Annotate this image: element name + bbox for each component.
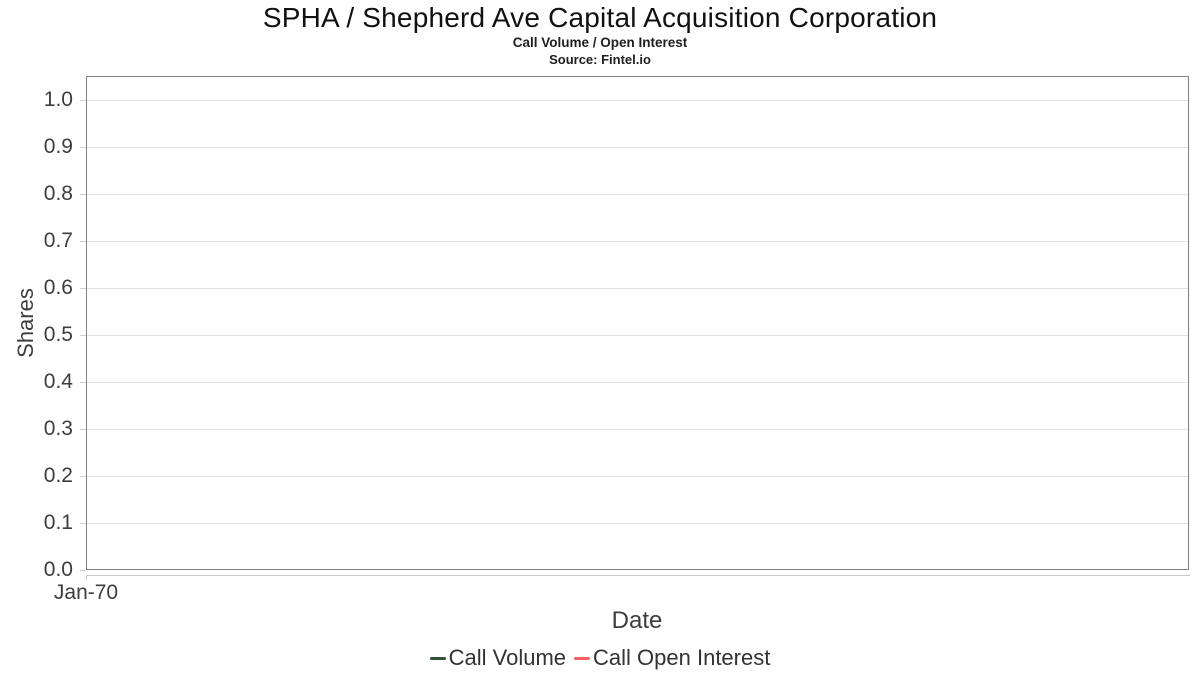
y-tick-mark <box>80 522 86 524</box>
x-axis-line <box>86 575 1190 576</box>
y-gridline <box>87 194 1188 196</box>
legend-item[interactable]: Call Open Interest <box>574 645 770 671</box>
y-tick-mark <box>80 381 86 383</box>
y-gridline <box>87 429 1188 431</box>
y-tick-mark <box>80 570 86 571</box>
y-tick-mark <box>80 99 86 101</box>
y-gridline <box>87 382 1188 384</box>
chart-subtitle: Call Volume / Open Interest <box>512 35 688 50</box>
y-gridline <box>87 335 1188 337</box>
y-tick-label: 0.3 <box>43 416 73 440</box>
legend-item[interactable]: Call Volume <box>429 645 567 671</box>
y-tick-label: 0.8 <box>43 181 73 205</box>
legend: Call Volume Call Open Interest <box>0 645 1200 671</box>
x-tick-label: Jan-70 <box>53 581 119 604</box>
y-tick-mark <box>80 146 86 148</box>
plot-area <box>86 76 1189 570</box>
y-axis-label: Shares <box>13 288 38 358</box>
y-gridline <box>87 147 1188 149</box>
chart-source: Source: Fintel.io <box>549 52 651 67</box>
y-gridline <box>87 288 1188 290</box>
y-tick-mark <box>80 475 86 477</box>
y-gridline <box>87 241 1188 243</box>
y-tick-mark <box>80 428 86 430</box>
y-tick-label: 0.7 <box>43 228 73 252</box>
y-tick-label: 0.0 <box>43 558 73 581</box>
y-tick-mark <box>80 240 86 242</box>
legend-line-marker <box>574 656 591 660</box>
y-tick-label: 0.2 <box>43 463 73 487</box>
y-tick-mark <box>80 334 86 336</box>
legend-label: Call Open Interest <box>593 645 771 670</box>
y-tick-label: 0.9 <box>43 134 73 158</box>
y-tick-label: 0.6 <box>43 275 73 299</box>
legend-line-marker <box>429 656 446 660</box>
x-axis-label: Date <box>611 607 663 634</box>
y-gridline <box>87 476 1188 478</box>
y-axis: 0.0 0.1 0.2 0.3 0.4 0.5 0.6 0.7 0.8 0.9 1.0 <box>0 76 86 581</box>
y-gridline <box>87 523 1188 525</box>
y-gridline <box>87 100 1188 102</box>
y-tick-label: 1.0 <box>43 87 73 111</box>
y-tick-label: 0.1 <box>43 510 73 534</box>
x-tick-mark <box>86 575 87 580</box>
y-tick-mark <box>80 193 86 195</box>
y-tick-label: 0.4 <box>43 369 73 393</box>
legend-label: Call Volume <box>448 645 567 670</box>
chart-title: SPHA / Shepherd Ave Capital Acquisition … <box>262 2 938 33</box>
y-tick-label: 0.5 <box>43 322 73 346</box>
y-tick-mark <box>80 287 86 289</box>
